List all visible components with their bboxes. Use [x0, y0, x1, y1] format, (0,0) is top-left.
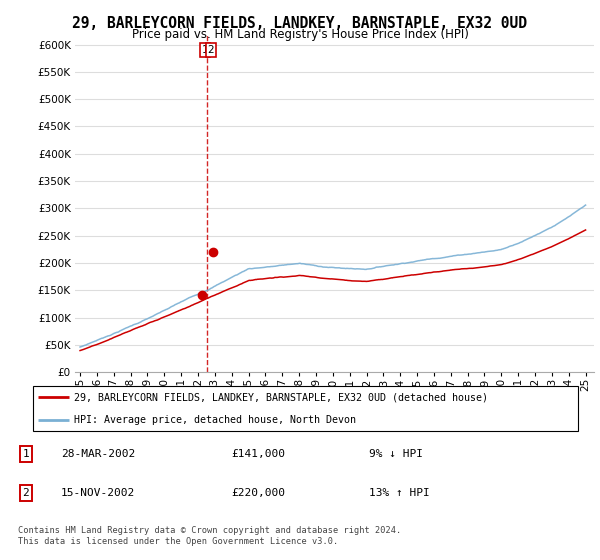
Text: 2: 2 [22, 488, 29, 498]
Text: 9% ↓ HPI: 9% ↓ HPI [369, 449, 423, 459]
Text: 1: 1 [202, 45, 208, 55]
Text: Price paid vs. HM Land Registry's House Price Index (HPI): Price paid vs. HM Land Registry's House … [131, 28, 469, 41]
Text: 28-MAR-2002: 28-MAR-2002 [61, 449, 135, 459]
Text: 29, BARLEYCORN FIELDS, LANDKEY, BARNSTAPLE, EX32 0UD (detached house): 29, BARLEYCORN FIELDS, LANDKEY, BARNSTAP… [74, 392, 488, 402]
Text: Contains HM Land Registry data © Crown copyright and database right 2024.
This d: Contains HM Land Registry data © Crown c… [18, 526, 401, 546]
Text: 29, BARLEYCORN FIELDS, LANDKEY, BARNSTAPLE, EX32 0UD: 29, BARLEYCORN FIELDS, LANDKEY, BARNSTAP… [73, 16, 527, 31]
Text: 2: 2 [208, 45, 214, 55]
Text: 13% ↑ HPI: 13% ↑ HPI [369, 488, 430, 498]
Text: £141,000: £141,000 [231, 449, 285, 459]
Text: £220,000: £220,000 [231, 488, 285, 498]
Text: HPI: Average price, detached house, North Devon: HPI: Average price, detached house, Nort… [74, 416, 356, 426]
Text: 15-NOV-2002: 15-NOV-2002 [61, 488, 135, 498]
FancyBboxPatch shape [33, 386, 578, 431]
Text: 1: 1 [22, 449, 29, 459]
